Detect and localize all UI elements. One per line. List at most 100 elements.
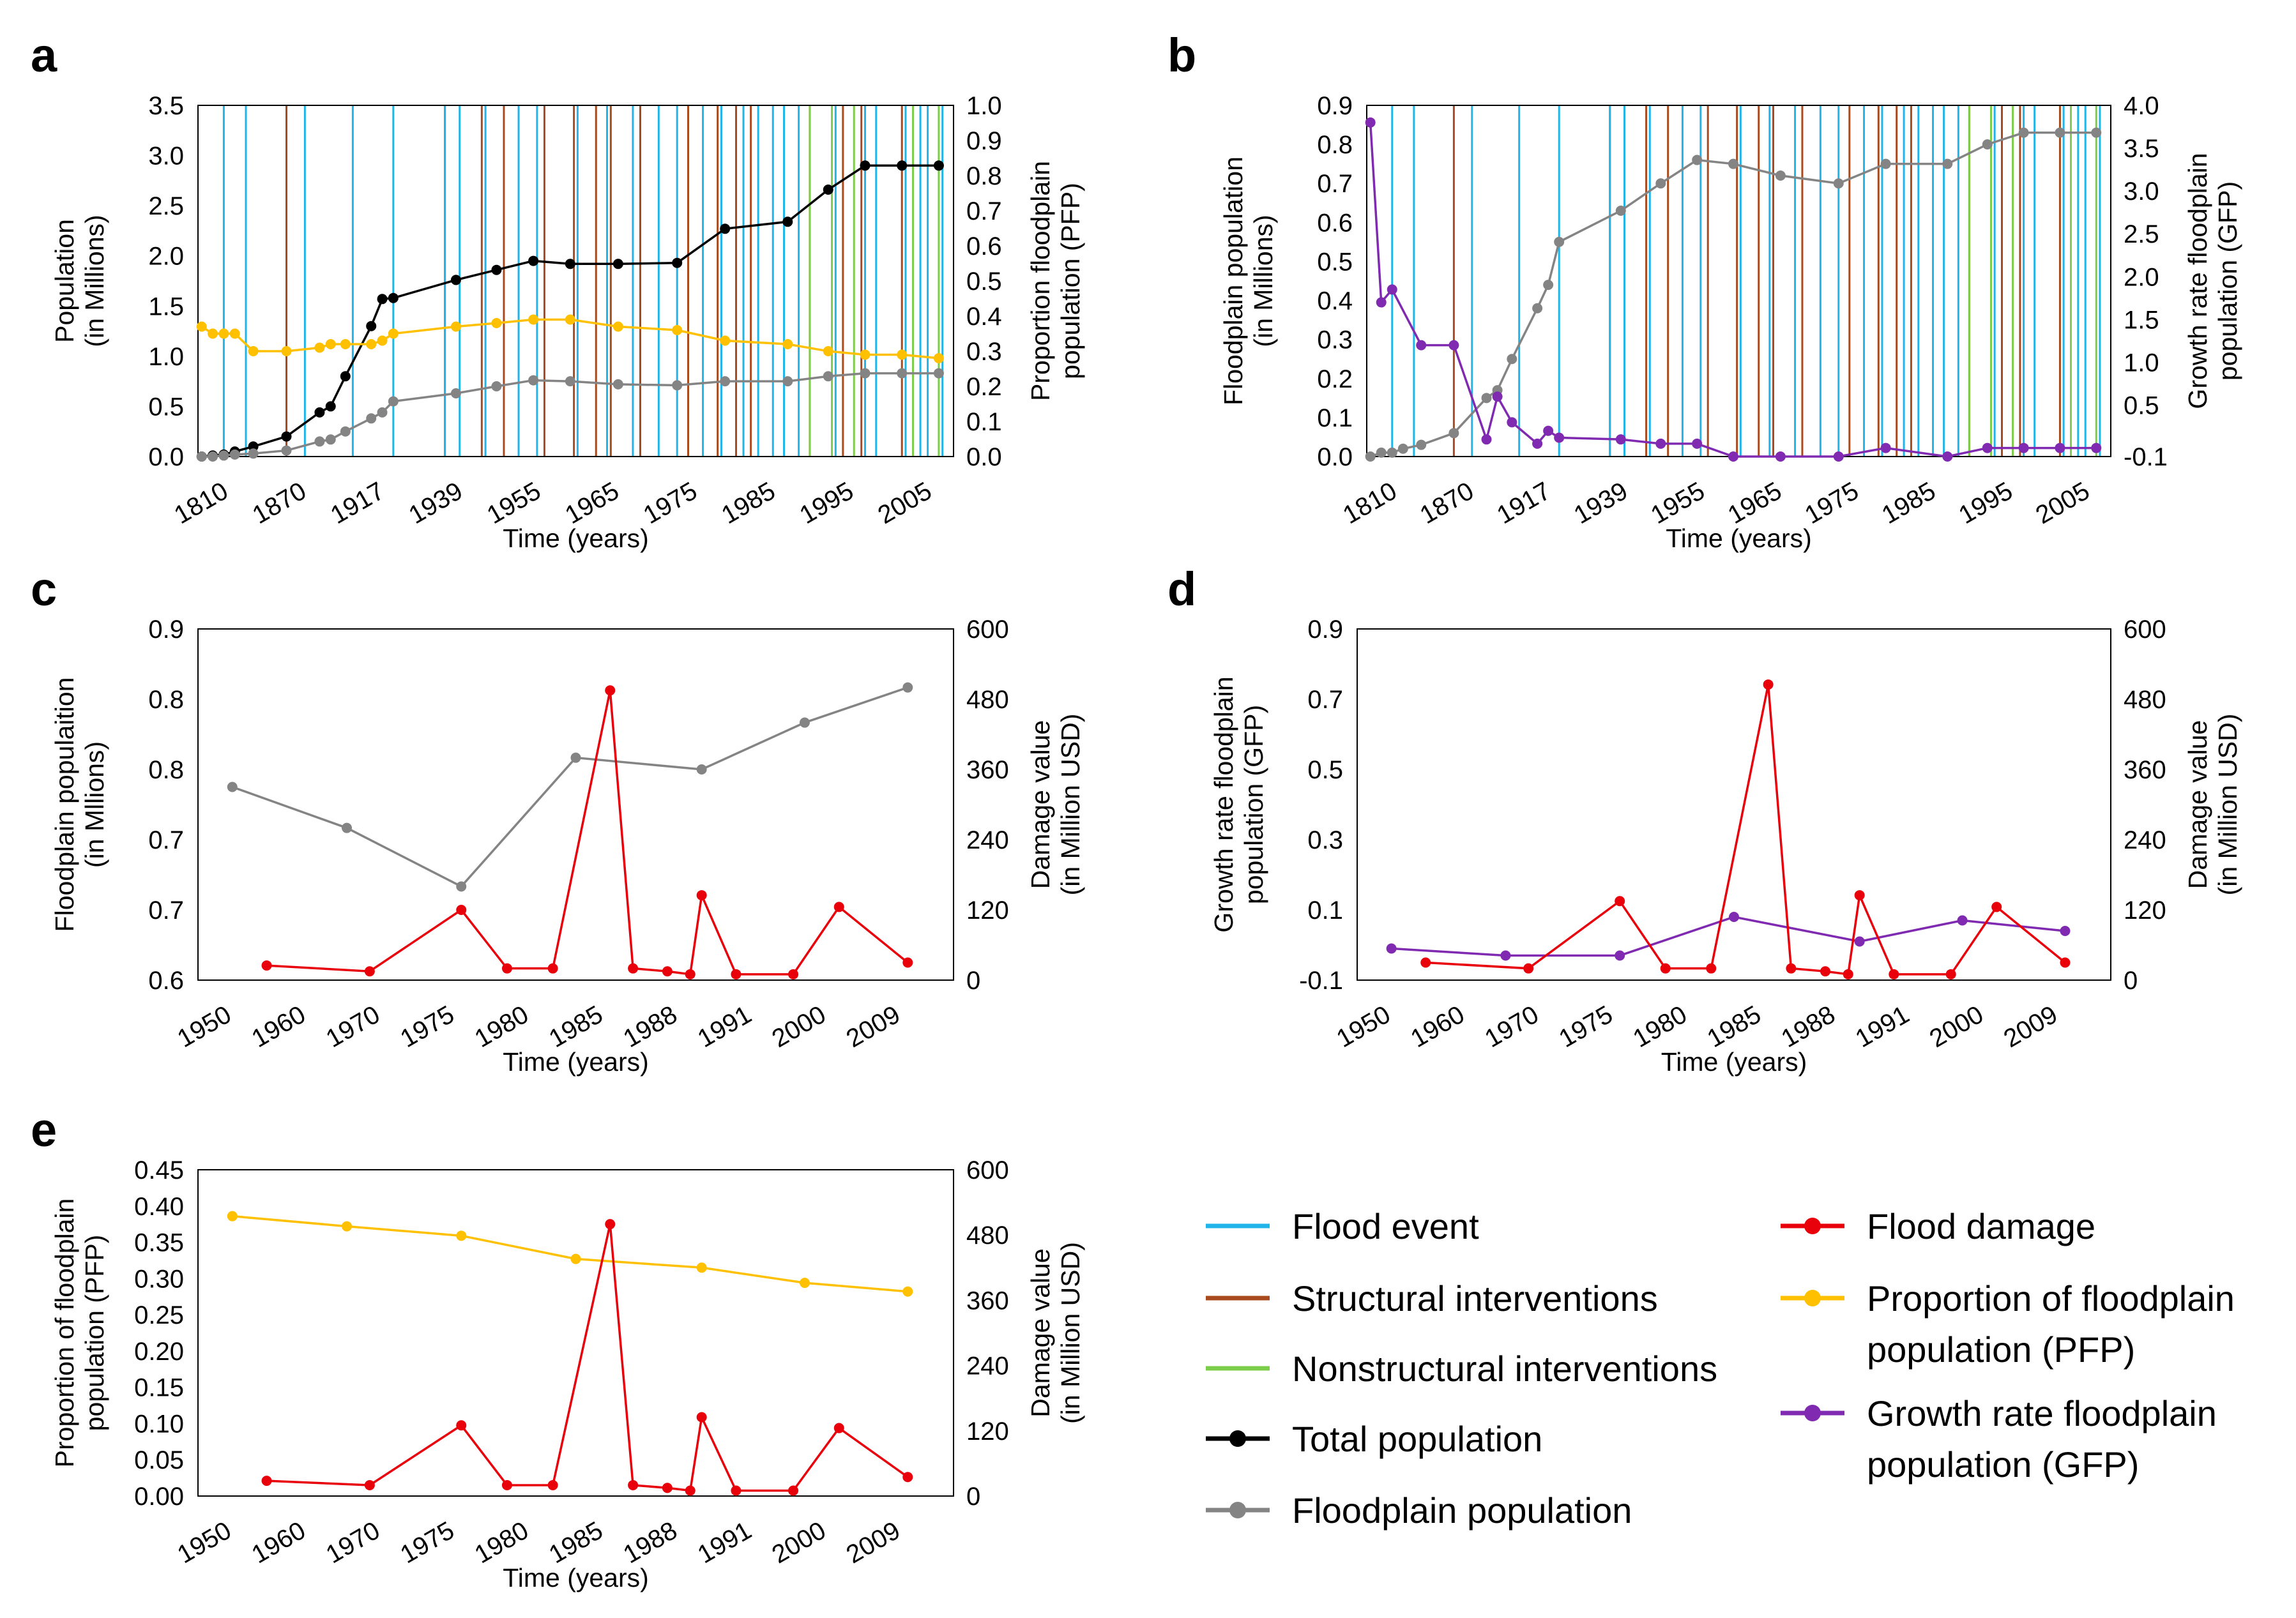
data-point xyxy=(1448,340,1459,351)
y-axis-label: Floodplain population xyxy=(1219,156,1248,405)
data-point xyxy=(501,1479,512,1490)
data-point xyxy=(1507,417,1517,428)
data-point xyxy=(1706,963,1717,974)
data-point xyxy=(248,448,259,459)
y2-axis-label: Damage value xyxy=(1026,720,1055,889)
y-tick-label: 0.4 xyxy=(1317,287,1353,315)
y2-tick-label: 3.5 xyxy=(2124,135,2159,163)
y2-axis-label: (in Million USD) xyxy=(1056,1242,1085,1424)
x-tick-label: 1939 xyxy=(404,477,468,530)
x-axis-label: Time (years) xyxy=(503,1047,649,1077)
data-point xyxy=(1854,890,1865,901)
data-point xyxy=(1786,963,1797,974)
data-point xyxy=(1982,442,1993,453)
y-tick-label: 0.45 xyxy=(134,1156,184,1184)
data-point xyxy=(570,1253,581,1264)
data-point xyxy=(1543,425,1554,436)
x-tick-label: 1870 xyxy=(248,477,311,530)
y-tick-label: 0.7 xyxy=(148,826,184,854)
y-tick-label: 3.5 xyxy=(148,92,184,120)
data-point xyxy=(731,969,741,979)
series-line xyxy=(201,164,939,458)
data-point xyxy=(1889,969,1899,979)
data-point xyxy=(1655,178,1666,189)
data-point xyxy=(1365,117,1376,128)
y2-axis-label: population (PFP) xyxy=(1056,183,1085,379)
series-line xyxy=(232,686,908,888)
y2-axis-label: (in Million USD) xyxy=(1056,714,1085,896)
series-line xyxy=(266,1223,909,1492)
y-axis-label: Growth rate floodplain xyxy=(1209,676,1238,932)
data-point xyxy=(672,325,683,335)
data-point xyxy=(823,346,833,356)
y-tick-label: 0.9 xyxy=(1307,616,1343,644)
data-point xyxy=(2055,442,2065,453)
x-tick-label: 2009 xyxy=(842,1516,905,1569)
data-point xyxy=(1957,915,1968,926)
data-point xyxy=(1532,438,1543,449)
data-point xyxy=(1945,969,1956,979)
data-point xyxy=(720,376,731,387)
y-tick-label: 0.7 xyxy=(148,896,184,925)
x-tick-label: 1995 xyxy=(1954,477,2018,530)
legend: Flood event Structural interventions Nonst… xyxy=(1206,1206,2235,1531)
y-axis-label: population (GFP) xyxy=(1239,705,1268,904)
data-point xyxy=(366,321,377,331)
plot-frame xyxy=(1357,628,2111,981)
data-point xyxy=(696,764,707,775)
y2-tick-label: 0.6 xyxy=(966,232,1002,261)
data-point xyxy=(720,335,731,346)
x-tick-label: 1917 xyxy=(1492,477,1555,530)
data-point xyxy=(1728,451,1738,462)
data-point xyxy=(325,434,336,445)
x-tick-label: 1965 xyxy=(561,477,624,530)
y-tick-label: 0.8 xyxy=(148,756,184,784)
data-point xyxy=(1554,236,1565,247)
y-tick-label: 0.7 xyxy=(1307,686,1343,714)
x-tick-label: 1991 xyxy=(1851,1001,1914,1054)
legend-marker-flood_damage xyxy=(1804,1218,1821,1234)
data-point xyxy=(456,881,467,892)
data-point xyxy=(1833,178,1844,189)
data-point xyxy=(342,822,353,833)
data-point xyxy=(897,368,908,379)
data-point xyxy=(2060,926,2071,936)
y2-axis-label: (in Million USD) xyxy=(2213,714,2242,896)
data-point xyxy=(281,445,292,456)
y-tick-label: 0.5 xyxy=(148,393,184,421)
y2-tick-label: 360 xyxy=(966,756,1009,784)
data-point xyxy=(1728,158,1738,169)
y2-tick-label: 480 xyxy=(966,686,1009,714)
data-point xyxy=(799,717,810,728)
x-tick-label: 1988 xyxy=(619,1516,682,1569)
x-tick-label: 1975 xyxy=(396,1001,459,1054)
x-tick-label: 1985 xyxy=(1703,1001,1766,1054)
data-point xyxy=(1692,438,1703,449)
x-tick-label: 1970 xyxy=(321,1516,384,1569)
legend-label: population (PFP) xyxy=(1867,1329,2135,1370)
y-tick-label: 0.0 xyxy=(1317,443,1353,471)
y-tick-label: 0.3 xyxy=(1317,326,1353,354)
data-point xyxy=(314,436,325,447)
y-tick-label: 0.3 xyxy=(1307,826,1343,854)
x-tick-label: 1991 xyxy=(693,1001,756,1054)
y-axis-label: Population xyxy=(50,219,79,343)
data-point xyxy=(1982,139,1993,150)
data-point xyxy=(364,966,375,977)
legend-label: Floodplain population xyxy=(1292,1490,1632,1531)
data-point xyxy=(1420,957,1431,968)
data-point xyxy=(229,328,240,339)
data-point xyxy=(2091,127,2102,138)
y2-tick-label: 0.8 xyxy=(966,162,1002,190)
data-point xyxy=(547,963,558,974)
data-point xyxy=(227,1211,238,1221)
data-point xyxy=(2055,127,2065,138)
data-point xyxy=(605,685,616,696)
data-point xyxy=(662,1483,673,1493)
x-tick-label: 1985 xyxy=(544,1001,607,1054)
data-point xyxy=(860,368,871,379)
data-point xyxy=(1942,158,1953,169)
data-point xyxy=(902,1286,913,1297)
x-axis-label: Time (years) xyxy=(1661,1047,1807,1077)
